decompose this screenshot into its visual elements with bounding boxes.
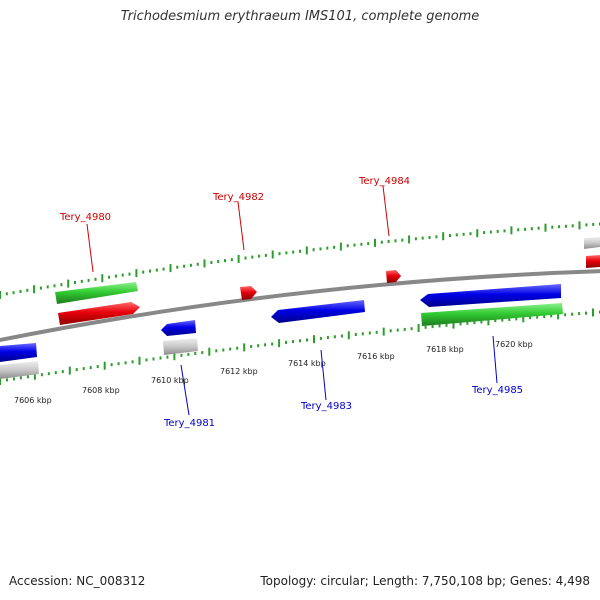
scale-label-7608: 7608 kbp [82,386,120,395]
gene-arrow-tery-4982 [240,286,257,300]
scale-labels: 7606 kbp 7608 kbp 7610 kbp 7612 kbp 7614… [14,340,533,405]
gene-label-tery-4981[interactable]: Tery_4981 [163,418,215,429]
accession-text: Accession: NC_008312 [9,574,146,588]
connector-tery-4980 [86,223,94,273]
genome-summary-text: Topology: circular; Length: 7,750,108 bp… [260,574,590,588]
gene-label-tery-4985[interactable]: Tery_4985 [471,385,523,396]
gene-arrow-tery-4981 [161,320,196,336]
connector-tery-4984 [382,185,390,237]
scale-label-7610: 7610 kbp [151,376,189,385]
connector-tery-4982 [237,201,245,251]
gene-arrow-tery-4980 [58,302,140,325]
gray-feature-right [584,237,600,249]
gene-label-tery-4983[interactable]: Tery_4983 [300,401,352,412]
gene-arrow-right-edge [586,255,600,268]
genome-title: Trichodesmium erythraeum IMS101, complet… [120,9,480,24]
gene-arrow-tery-4983 [271,300,365,323]
gene-arrow-left-edge [0,343,37,362]
cds-block-4985 [421,303,563,326]
scale-label-7614: 7614 kbp [288,359,326,368]
gene-arrow-tery-4984 [386,270,401,283]
gene-labels: Tery_4980 Tery_4982 Tery_4984 Tery_4981 … [59,176,523,429]
gene-arrow-tery-4985 [420,284,561,307]
gray-feature-left [0,361,39,379]
connector-tery-4983 [320,349,327,401]
cds-block [55,282,138,304]
outer-tick-row [0,221,600,299]
gene-label-tery-4984[interactable]: Tery_4984 [358,176,410,187]
inner-tick-row [0,308,600,385]
connector-tery-4985 [492,335,498,384]
scale-label-7618: 7618 kbp [426,345,464,354]
scale-label-7616: 7616 kbp [357,352,395,361]
gray-feature-4981 [163,338,198,355]
genome-backbone [0,269,600,343]
reverse-features [0,284,563,379]
scale-label-7606: 7606 kbp [14,396,52,405]
gene-label-tery-4982[interactable]: Tery_4982 [212,192,264,203]
gene-label-tery-4980[interactable]: Tery_4980 [59,212,111,223]
forward-features [55,237,600,325]
label-connectors [86,185,498,416]
scale-label-7620: 7620 kbp [495,340,533,349]
connector-tery-4981 [180,364,190,416]
scale-label-7612: 7612 kbp [220,367,258,376]
